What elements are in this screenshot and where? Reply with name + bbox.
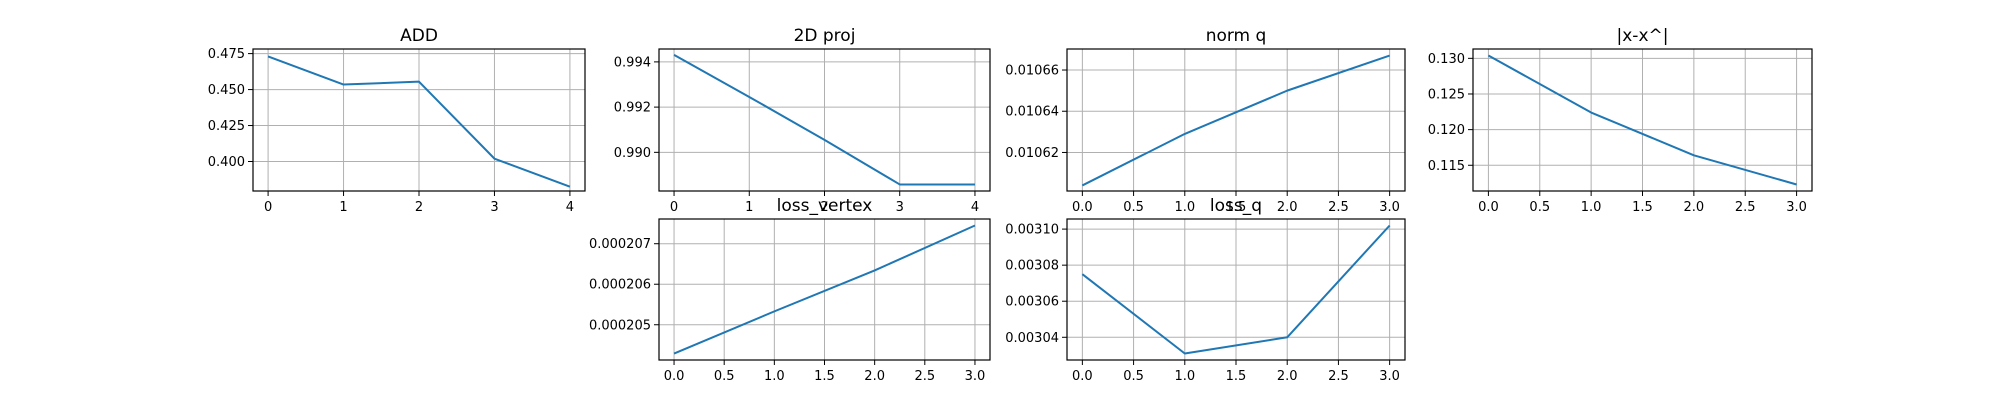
x-tick-label: 0.5	[1123, 200, 1144, 215]
subplot-4: 0.0 0.5 1.0 1.5 2.0 2.5 3.0 0.115 0.120 0.125 0.13…	[1428, 26, 1813, 215]
x-tick-label: 3.0	[1379, 369, 1400, 384]
x-tick-label: 0.5	[714, 369, 735, 384]
x-tick-label: 1.5	[1226, 369, 1247, 384]
x-tick-label: 0.0	[1478, 200, 1499, 215]
subplot-5: 0.0 0.5 1.0 1.5 2.0 2.5 3.0 0.000205 0.000206 0.0…	[589, 196, 991, 384]
x-tick-label: 2	[820, 200, 828, 215]
series-line	[267, 55, 571, 188]
x-tick-label: 3	[896, 200, 904, 215]
series-line	[1081, 54, 1390, 187]
x-tick-label: 0.5	[1123, 369, 1144, 384]
x-tick-label: 1	[339, 200, 347, 215]
x-tick-label: 2.5	[1735, 200, 1756, 215]
y-tick-label: 0.425	[208, 119, 245, 134]
x-tick-label: 1.0	[1581, 200, 1602, 215]
x-tick-label: 0	[670, 200, 678, 215]
y-tick-label: 0.120	[1428, 123, 1465, 138]
x-tick-label: 0	[264, 200, 272, 215]
x-tick-label: 4	[566, 200, 574, 215]
y-tick-label: 0.400	[208, 155, 245, 170]
y-tick-label: 0.01062	[1005, 146, 1059, 161]
x-tick-label: 2.0	[1277, 369, 1298, 384]
x-tick-label: 1.0	[1174, 200, 1195, 215]
y-tick-label: 0.125	[1428, 87, 1465, 102]
y-tick-label: 0.450	[208, 83, 245, 98]
y-tick-label: 0.994	[614, 55, 651, 70]
y-tick-label: 0.00310	[1005, 223, 1059, 238]
x-tick-label: 3.0	[1379, 200, 1400, 215]
y-tick-label: 0.130	[1428, 52, 1465, 67]
x-tick-label: 2.5	[1328, 200, 1349, 215]
x-tick-label: 0.0	[1072, 200, 1093, 215]
x-tick-label: 1.5	[1632, 200, 1653, 215]
y-tick-label: 0.115	[1428, 159, 1465, 174]
y-tick-label: 0.00304	[1005, 331, 1059, 346]
y-tick-label: 0.000206	[589, 278, 651, 293]
series-line	[673, 224, 976, 355]
x-tick-label: 2	[415, 200, 423, 215]
y-tick-label: 0.475	[208, 47, 245, 62]
series-line	[1487, 54, 1797, 186]
y-tick-label: 0.01066	[1005, 64, 1059, 79]
x-tick-label: 2.0	[1277, 200, 1298, 215]
x-tick-label: 2.5	[1328, 369, 1349, 384]
subplot-1: 0 1 2 3 4 0.400 0.425 0.450 0.475 ADD	[208, 26, 586, 215]
series-line	[673, 54, 975, 186]
subplot-2: 0 1 2 3 4 0.990 0.992 0.994 2D proj	[614, 26, 991, 215]
y-tick-label: 0.01064	[1005, 105, 1059, 120]
y-tick-label: 0.00306	[1005, 295, 1059, 310]
x-tick-label: 3.0	[965, 369, 986, 384]
subplot-6: 0.0 0.5 1.0 1.5 2.0 2.5 3.0 0.00304 0.00306 0.003…	[1005, 196, 1406, 384]
x-tick-label: 1	[745, 200, 753, 215]
plot-title: ADD	[400, 26, 438, 46]
y-tick-label: 0.000207	[589, 237, 651, 252]
x-tick-label: 2.0	[1684, 200, 1705, 215]
y-tick-label: 0.990	[614, 146, 651, 161]
plot-title: loss_vertex	[777, 196, 873, 216]
x-tick-label: 0.5	[1529, 200, 1550, 215]
plot-title: loss_q	[1210, 196, 1262, 216]
x-tick-label: 1.0	[764, 369, 785, 384]
x-tick-label: 4	[971, 200, 979, 215]
y-tick-label: 0.992	[614, 101, 651, 116]
series-line	[1081, 224, 1391, 355]
x-tick-label: 0.0	[1072, 369, 1093, 384]
x-tick-label: 1.5	[1226, 200, 1247, 215]
x-tick-label: 1.5	[814, 369, 835, 384]
x-tick-label: 0.0	[664, 369, 685, 384]
x-tick-label: 2.0	[864, 369, 885, 384]
subplot-3: 0.0 0.5 1.0 1.5 2.0 2.5 3.0 0.01062 0.01064 0.010…	[1005, 26, 1406, 215]
y-tick-label: 0.000205	[589, 318, 651, 333]
plot-title: 2D proj	[794, 26, 856, 46]
x-tick-label: 3.0	[1786, 200, 1807, 215]
plot-title: |x-x^|	[1617, 26, 1669, 46]
y-tick-label: 0.00308	[1005, 259, 1059, 274]
x-tick-label: 2.5	[914, 369, 935, 384]
x-tick-label: 3	[490, 200, 498, 215]
plot-title: norm q	[1206, 26, 1267, 46]
x-tick-label: 1.0	[1174, 369, 1195, 384]
